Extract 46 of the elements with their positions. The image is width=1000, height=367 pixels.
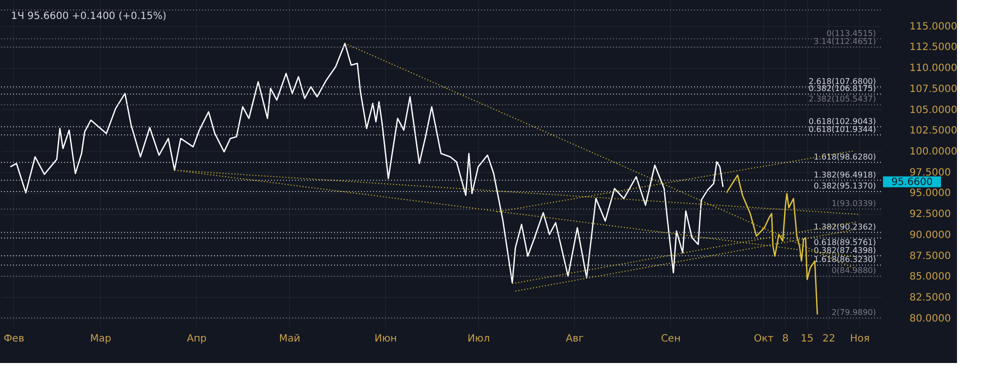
- y-tick-label: 110.0000: [910, 63, 958, 74]
- ref-line-label: 3.14(112.4651): [814, 37, 876, 46]
- x-tick-label: Сен: [660, 334, 681, 344]
- y-tick-label: 90.0000: [910, 230, 951, 241]
- y-tick-label: 115.0000: [910, 21, 958, 32]
- y-tick-label: 97.5000: [910, 167, 951, 178]
- ref-line-label: 2(79.9890): [832, 308, 876, 317]
- ref-line-label: 0.618(102.9043): [808, 116, 876, 126]
- y-tick-label: 85.0000: [910, 272, 951, 283]
- ref-line-label: 0.382(95.1370): [814, 182, 876, 191]
- ref-line-label: 0.618(101.9344): [808, 124, 876, 134]
- x-tick-label: Мар: [90, 334, 112, 344]
- y-tick-label: 92.5000: [910, 209, 951, 220]
- ref-line-label: 1.618(86.3230): [814, 255, 876, 264]
- x-tick-label: Июл: [468, 334, 490, 344]
- ref-line-label: 0.618(89.5761): [814, 238, 876, 247]
- ref-line-label: 0(113.4515): [826, 28, 876, 38]
- x-tick-label: 22: [822, 334, 836, 344]
- ref-line-label: 2.618(107.6800): [808, 76, 876, 86]
- y-tick-label: 112.5000: [910, 42, 958, 54]
- ref-line-label: 0.382(87.4398): [814, 246, 876, 255]
- x-tick-label: Апр: [186, 334, 207, 344]
- y-tick-label: 102.5000: [910, 126, 958, 137]
- y-tick-label: 107.5000: [910, 84, 958, 95]
- y-tick-label: 87.5000: [910, 250, 951, 262]
- text: 95.6600: [891, 176, 933, 188]
- x-tick-label: Авг: [566, 334, 584, 344]
- y-tick-label: 95.0000: [910, 188, 951, 200]
- ref-line-label: 1.382(96.4918): [814, 170, 876, 180]
- x-tick-label: Фев: [4, 334, 24, 344]
- y-tick-label: 82.5000: [910, 292, 951, 304]
- ref-line-label: 1.618(98.6280): [814, 152, 876, 162]
- y-tick-label: 100.0000: [910, 146, 958, 158]
- ref-line-label: 2.382(105.5437): [808, 94, 876, 104]
- ref-line-label: 0(84.9880): [832, 266, 876, 276]
- y-tick-label: 80.0000: [910, 313, 951, 324]
- text: 1Ч 95.6600 +0.1400 (+0.15%): [11, 11, 167, 22]
- x-tick-label: Май: [279, 334, 300, 344]
- ref-line-label: 1(93.0339): [832, 199, 876, 208]
- ref-line-label: 0.382(106.8175): [808, 84, 876, 94]
- x-tick-label: Июн: [374, 334, 397, 344]
- x-tick-label: Ноя: [850, 334, 870, 344]
- x-tick-label: 15: [800, 334, 814, 344]
- y-tick-label: 105.0000: [910, 104, 958, 116]
- x-tick-label: Окт: [754, 334, 774, 344]
- x-tick-label: 8: [782, 334, 789, 344]
